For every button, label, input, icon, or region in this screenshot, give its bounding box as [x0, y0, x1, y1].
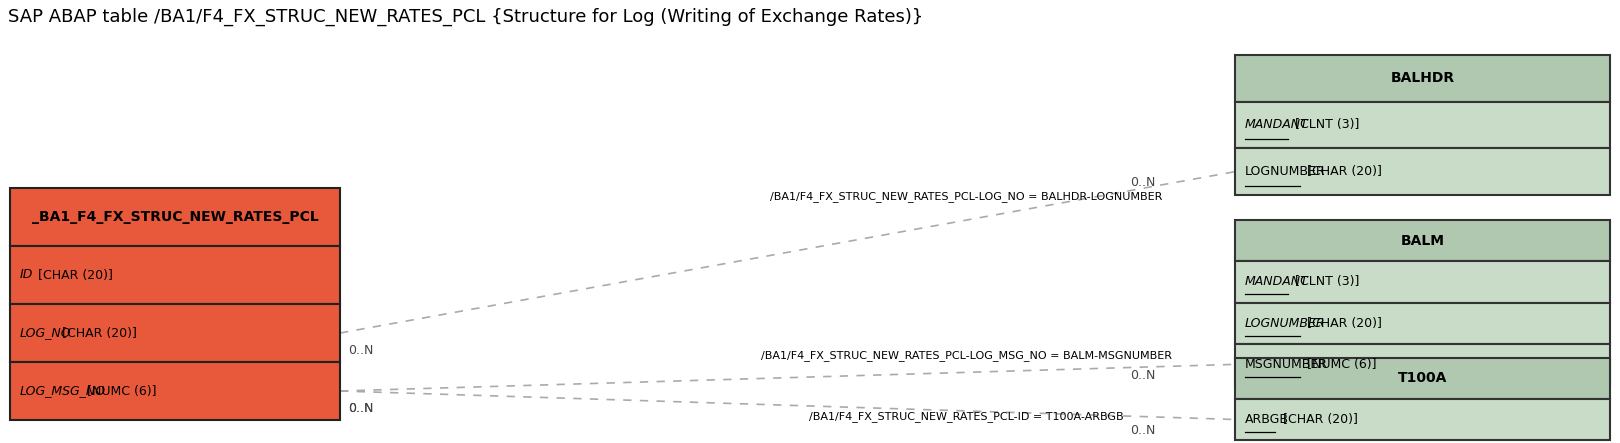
Bar [1234, 55, 1610, 101]
Text: [CHAR (20)]: [CHAR (20)] [1302, 317, 1382, 330]
Text: MANDANT: MANDANT [1244, 118, 1309, 132]
Bar [10, 362, 340, 420]
Text: SAP ABAP table /BA1/F4_FX_STRUC_NEW_RATES_PCL {Structure for Log (Writing of Exc: SAP ABAP table /BA1/F4_FX_STRUC_NEW_RATE… [8, 8, 923, 26]
Bar [1234, 399, 1610, 440]
Bar [10, 304, 340, 362]
Bar [10, 188, 340, 246]
Bar [1234, 101, 1610, 148]
Bar [1234, 303, 1610, 344]
Text: [CLNT (3)]: [CLNT (3)] [1291, 118, 1359, 132]
Text: LOGNUMBER: LOGNUMBER [1244, 165, 1325, 178]
Text: LOG_NO: LOG_NO [19, 326, 71, 339]
Bar [1234, 220, 1610, 261]
Text: 0..N: 0..N [1129, 424, 1155, 437]
Text: [NUMC (6)]: [NUMC (6)] [83, 385, 156, 397]
Bar [1234, 148, 1610, 195]
Text: [NUMC (6)]: [NUMC (6)] [1302, 358, 1377, 371]
Text: /BA1/F4_FX_STRUC_NEW_RATES_PCL-LOG_NO = BALHDR-LOGNUMBER: /BA1/F4_FX_STRUC_NEW_RATES_PCL-LOG_NO = … [771, 191, 1163, 202]
Text: 0..N: 0..N [348, 402, 374, 415]
Text: [CHAR (20)]: [CHAR (20)] [1278, 413, 1358, 426]
Text: ID: ID [19, 268, 32, 281]
Text: 0..N: 0..N [1129, 369, 1155, 382]
Text: [CHAR (20)]: [CHAR (20)] [34, 268, 112, 281]
Bar [1234, 261, 1610, 303]
Bar [1234, 358, 1610, 399]
Text: _BA1_F4_FX_STRUC_NEW_RATES_PCL: _BA1_F4_FX_STRUC_NEW_RATES_PCL [32, 210, 319, 224]
Text: MSGNUMBER: MSGNUMBER [1244, 358, 1328, 371]
Bar [10, 246, 340, 304]
Text: [CLNT (3)]: [CLNT (3)] [1291, 276, 1359, 288]
Text: [CHAR (20)]: [CHAR (20)] [58, 326, 138, 339]
Text: /BA1/F4_FX_STRUC_NEW_RATES_PCL-LOG_MSG_NO = BALM-MSGNUMBER: /BA1/F4_FX_STRUC_NEW_RATES_PCL-LOG_MSG_N… [761, 350, 1171, 361]
Text: BALM: BALM [1401, 233, 1445, 248]
Text: ARBGB: ARBGB [1244, 413, 1290, 426]
Text: [CHAR (20)]: [CHAR (20)] [1302, 165, 1382, 178]
Text: LOG_MSG_NO: LOG_MSG_NO [19, 385, 105, 397]
Text: /BA1/F4_FX_STRUC_NEW_RATES_PCL-ID = T100A-ARBGB: /BA1/F4_FX_STRUC_NEW_RATES_PCL-ID = T100… [808, 411, 1124, 422]
Text: 0..N: 0..N [1129, 176, 1155, 189]
Text: BALHDR: BALHDR [1390, 71, 1455, 85]
Text: 0..N: 0..N [348, 344, 374, 357]
Text: MANDANT: MANDANT [1244, 276, 1309, 288]
Bar [1234, 344, 1610, 385]
Text: LOGNUMBER: LOGNUMBER [1244, 317, 1325, 330]
Text: 0..N: 0..N [348, 402, 374, 415]
Text: T100A: T100A [1398, 372, 1447, 385]
